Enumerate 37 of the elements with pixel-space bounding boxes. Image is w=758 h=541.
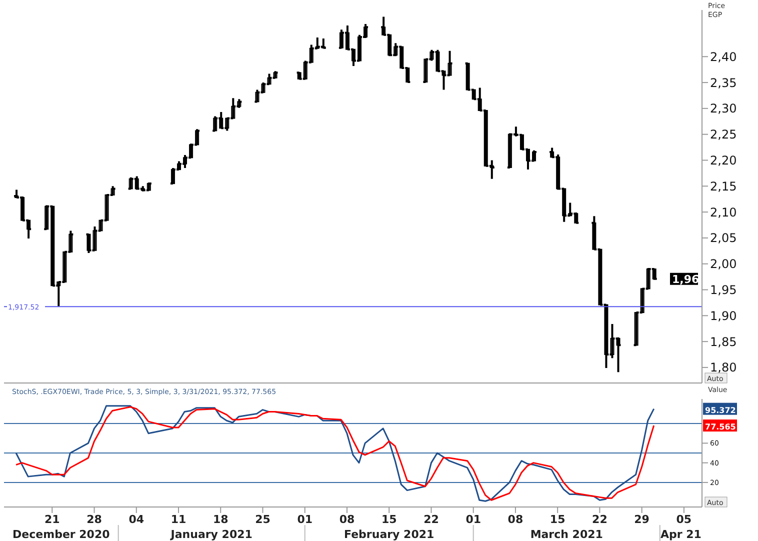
y-tick-label: 2,20: [710, 153, 737, 168]
text: Apr 21: [660, 528, 702, 541]
y-tick-label: 2,35: [710, 76, 737, 90]
x-tick-label: 29: [634, 512, 650, 526]
x-tick-label: 01: [297, 512, 313, 526]
y-tick-label: 2,25: [710, 128, 737, 142]
y-tick-label: 1,95: [710, 283, 737, 298]
x-tick-label: 22: [592, 512, 608, 526]
y-tick-label: 2,15: [710, 179, 737, 194]
x-tick-label: 21: [44, 512, 60, 526]
x-tick-label: 25: [255, 512, 270, 526]
text: December 2020: [12, 528, 110, 541]
x-tick-label: 04: [128, 512, 144, 526]
annotation: 1,96: [672, 272, 700, 286]
x-tick-label: 22: [424, 512, 439, 526]
x-tick-label: 28: [86, 512, 102, 526]
text: 77.565: [705, 422, 736, 432]
y-tick-label: 2,00: [710, 257, 737, 272]
x-tick-label: 11: [170, 512, 186, 526]
y-tick-label: 1,85: [710, 334, 737, 349]
y-tick-label: 2,05: [710, 231, 737, 246]
x-tick-label: 05: [676, 512, 692, 526]
y-tick-label: 2,10: [710, 205, 737, 220]
y-tick-label: 1,90: [710, 308, 737, 323]
x-tick-label: 08: [508, 512, 524, 526]
y-tick-label: 2,40: [710, 50, 737, 64]
x-tick-label: 08: [339, 512, 355, 526]
text: January 2021: [170, 528, 252, 541]
y-tick-label: 2,30: [710, 102, 737, 116]
x-tick-label: 18: [212, 512, 228, 526]
x-tick-label: 15: [550, 512, 566, 526]
y-tick-label: 1,80: [710, 360, 737, 375]
text: March 2021: [530, 528, 603, 541]
x-tick-label: 15: [381, 512, 397, 526]
text: February 2021: [344, 528, 434, 541]
text: 95.372: [705, 406, 736, 415]
x-tick-label: 01: [466, 512, 481, 526]
